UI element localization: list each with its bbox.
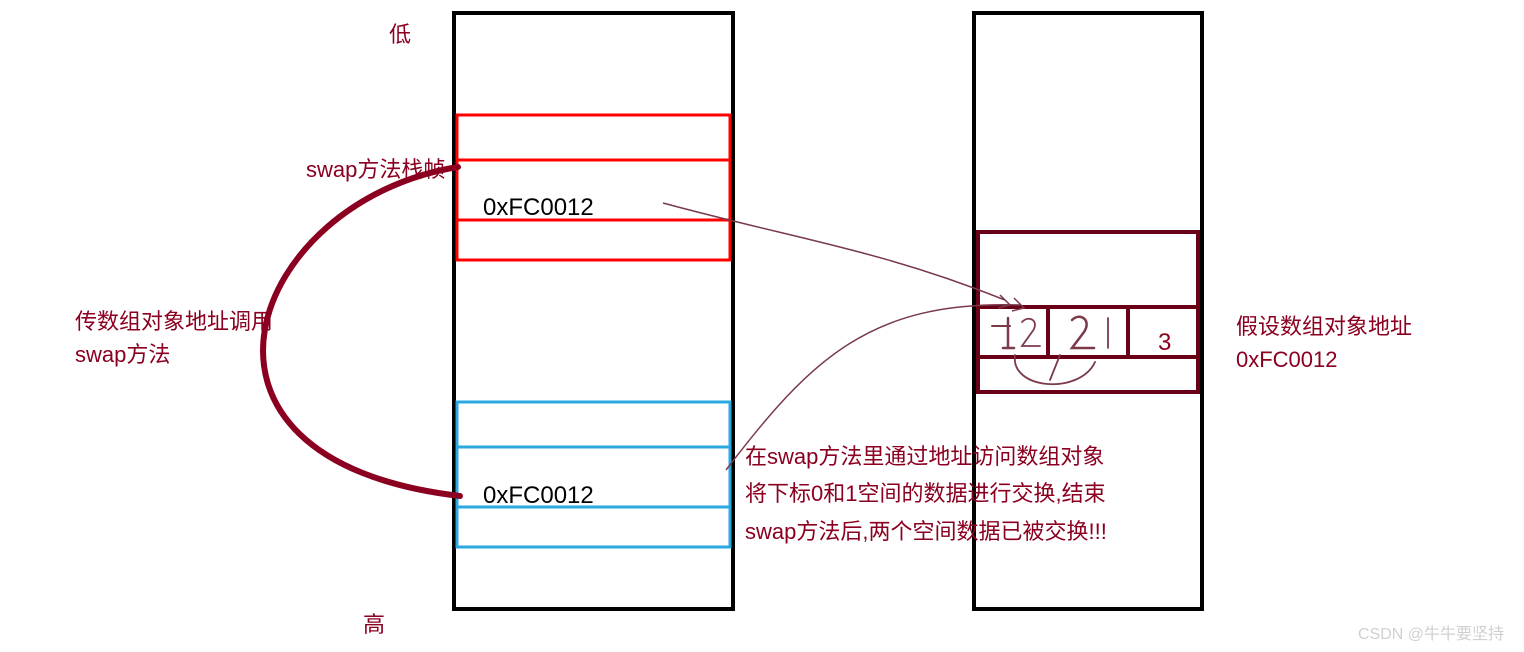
addr2-text: 0xFC0012 — [483, 478, 594, 514]
call-swap-line1: 传数组对象地址调用 — [75, 305, 273, 338]
call-curve — [263, 167, 460, 496]
call-swap-label: 传数组对象地址调用 swap方法 — [75, 305, 273, 371]
assume-addr-line2: 0xFC0012 — [1236, 343, 1412, 376]
assume-addr-line1: 假设数组对象地址 — [1236, 310, 1412, 343]
cell0-scribble-2 — [1022, 319, 1040, 346]
explain-line2: 将下标0和1空间的数据进行交换,结束 — [745, 475, 1107, 512]
explain-line3: swap方法后,两个空间数据已被交换!!! — [745, 513, 1107, 550]
cell0-scribble-1 — [1003, 318, 1014, 348]
cell3-text: 3 — [1158, 325, 1171, 361]
red-frame — [457, 115, 730, 260]
ptr1-curve — [663, 203, 1005, 300]
watermark-text: CSDN @牛牛要坚持 — [1358, 620, 1504, 644]
swap-frame-label: swap方法栈帧 — [306, 153, 445, 186]
addr1-text: 0xFC0012 — [483, 190, 594, 226]
call-swap-line2: swap方法 — [75, 338, 273, 371]
cyan-frame — [457, 402, 730, 547]
high-label: 高 — [363, 608, 385, 641]
assume-addr-label: 假设数组对象地址 0xFC0012 — [1236, 310, 1412, 376]
swap-scribble — [1015, 355, 1095, 384]
explain-line1: 在swap方法里通过地址访问数组对象 — [745, 438, 1107, 475]
explain-label: 在swap方法里通过地址访问数组对象 将下标0和1空间的数据进行交换,结束 sw… — [745, 438, 1107, 550]
cell1-scribble-2 — [1072, 317, 1094, 348]
array-frame — [978, 232, 1198, 392]
stack-box — [454, 13, 733, 609]
low-label: 低 — [389, 18, 411, 51]
